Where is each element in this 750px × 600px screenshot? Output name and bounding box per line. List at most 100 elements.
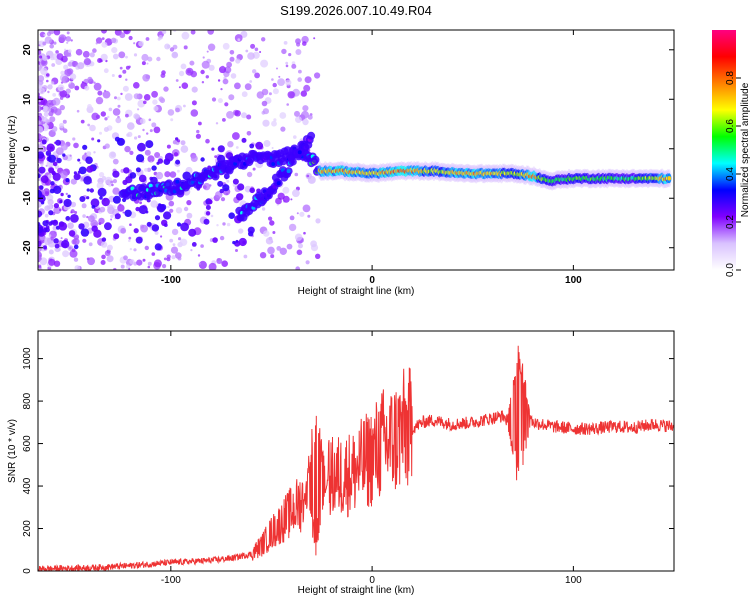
spectrogram-noise-blob: [272, 88, 279, 95]
spectrogram-noise-blob: [59, 170, 68, 179]
spectrogram-noise-blob: [302, 41, 307, 46]
spectrogram-noise-blob: [164, 152, 174, 162]
spectrogram-noise-blob: [151, 122, 157, 128]
snr-y-ticks: 0 200 400 600 800 1000: [22, 347, 674, 574]
spectrogram-noise-blob: [90, 198, 100, 208]
spectrogram-noise-blob: [181, 31, 190, 40]
spectrogram-noise-blob: [46, 79, 49, 83]
spectrogram-noise-blob: [246, 131, 252, 136]
spectrogram-noise-blob: [315, 253, 321, 259]
spectrogram-noise-blob: [104, 250, 111, 257]
spectrogram-noise-blob: [59, 90, 67, 98]
spectrogram-noise-blob: [112, 195, 121, 204]
spectrogram-noise-blob: [198, 262, 201, 265]
spectrogram-y-axis-label: Frequency (Hz): [7, 116, 18, 185]
spectrogram-noise-blob: [93, 229, 102, 238]
spectrogram-noise-blob: [146, 62, 149, 65]
spectrogram-noise-blob: [252, 167, 256, 171]
spectrogram-noise-blob: [268, 92, 272, 96]
spectrogram-noise-blob: [42, 116, 48, 123]
spectrogram-noise-blob: [295, 49, 302, 55]
spectrogram-noise-blob: [60, 192, 64, 197]
spectrogram-noise-blob: [54, 108, 62, 116]
spectrogram-noise-blob: [303, 84, 311, 92]
spectrogram-noise-blob: [112, 170, 120, 178]
spectrogram-noise-blob: [48, 111, 54, 117]
spectrogram-noise-blob: [286, 103, 290, 106]
spectrogram-frame: [37, 29, 675, 271]
spectrogram-noise-blob: [53, 30, 61, 36]
spectrogram-noise-blob: [70, 178, 77, 185]
spectrogram-noise-blob: [38, 151, 45, 159]
spectrogram-noise-blob: [169, 208, 174, 213]
spectrogram-noise-blob: [77, 62, 85, 70]
spectrogram-noise-blob: [112, 158, 119, 165]
spectrogram-noise-blob: [89, 124, 96, 132]
spectrogram-noise-blob: [86, 215, 89, 219]
spectrogram-noise-blob: [43, 111, 50, 117]
spectrogram-noise-blob: [96, 181, 104, 190]
spectrogram-noise-blob: [200, 157, 205, 162]
spectrogram-noise-blob: [65, 216, 71, 221]
spectrogram-noise-blob: [43, 245, 47, 250]
spectrogram-noise-blob: [38, 166, 46, 174]
spectrogram-noise-blob: [50, 237, 54, 241]
spectrogram-noise-blob: [47, 154, 57, 163]
spectrogram-noise-blob: [145, 140, 154, 149]
spectrogram-ridge-core: [286, 169, 291, 174]
spectrogram-noise-blob: [162, 264, 167, 269]
spectrogram-noise-blob: [123, 30, 131, 35]
spectrogram-noise-blob: [68, 82, 71, 85]
spectrogram-noise-blob: [255, 141, 264, 150]
spectrogram-noise-blob: [122, 85, 129, 92]
spectrogram-noise-blob: [150, 200, 158, 208]
spectrogram-noise-blob: [156, 204, 166, 213]
spectrogram-noise-blob: [153, 105, 159, 112]
spectrogram-noise-blob: [244, 83, 252, 91]
spectrogram-noise-blob: [40, 175, 49, 184]
spectrogram-noise-blob: [86, 151, 92, 157]
spectrogram-noise-blob: [249, 143, 255, 149]
spectrogram-noise-blob: [236, 193, 244, 201]
spectrogram-noise-blob: [61, 75, 69, 84]
spectrogram-noise-blob: [128, 239, 131, 243]
spectrogram-noise-blob: [44, 36, 52, 44]
spectrogram-noise-blob: [68, 53, 72, 57]
spectrogram-noise-blob: [217, 180, 224, 187]
spectrogram-noise-blob: [67, 222, 74, 229]
spectrogram-noise-blob: [153, 259, 162, 268]
spectrogram-noise-blob: [154, 152, 161, 158]
spectrogram-noise-blob: [245, 49, 249, 53]
spectrogram-noise-blob: [47, 84, 53, 90]
spectrogram-noise-blob: [153, 126, 161, 134]
spectrogram-noise-blob: [49, 116, 56, 123]
spectrogram-noise-blob: [205, 138, 210, 144]
spectrogram-noise-blob: [44, 205, 50, 211]
snr-y-tick-label: 1000: [22, 347, 33, 370]
spectrogram-noise-blob: [290, 198, 293, 201]
spectrogram-noise-blob: [137, 135, 141, 139]
spectrogram-noise-blob: [42, 56, 48, 61]
spectrogram-noise-blob: [142, 128, 145, 132]
colorbar-tick-label: 0.2: [725, 215, 736, 229]
snr-y-tick-label: 0: [22, 568, 33, 574]
spectrogram-noise-blob: [80, 119, 85, 124]
spectrogram-noise-blob: [72, 137, 76, 141]
spectrogram-noise-blob: [129, 223, 132, 226]
spectrogram-noise-blob: [39, 55, 43, 59]
spectrogram-noise-blob: [180, 140, 186, 146]
spectrogram-noise-blob: [82, 50, 90, 58]
spectrogram-noise-blob: [102, 90, 111, 99]
colorbar-tick-label: 0.0: [725, 263, 736, 277]
spectrogram-noise-blob: [101, 197, 110, 207]
spectrogram-noise-blob: [104, 143, 110, 149]
spectrogram-noise-blob: [86, 196, 90, 200]
spectrogram-noise-blob: [282, 186, 290, 194]
spectrogram-noise-blob: [53, 260, 61, 267]
spectrogram-noise-blob: [51, 63, 56, 67]
spectrogram-noise-blob: [128, 35, 133, 41]
spectrogram-noise-blob: [122, 69, 127, 74]
spectrogram-noise-blob: [48, 30, 55, 35]
spectrogram-noise-blob: [285, 79, 292, 86]
